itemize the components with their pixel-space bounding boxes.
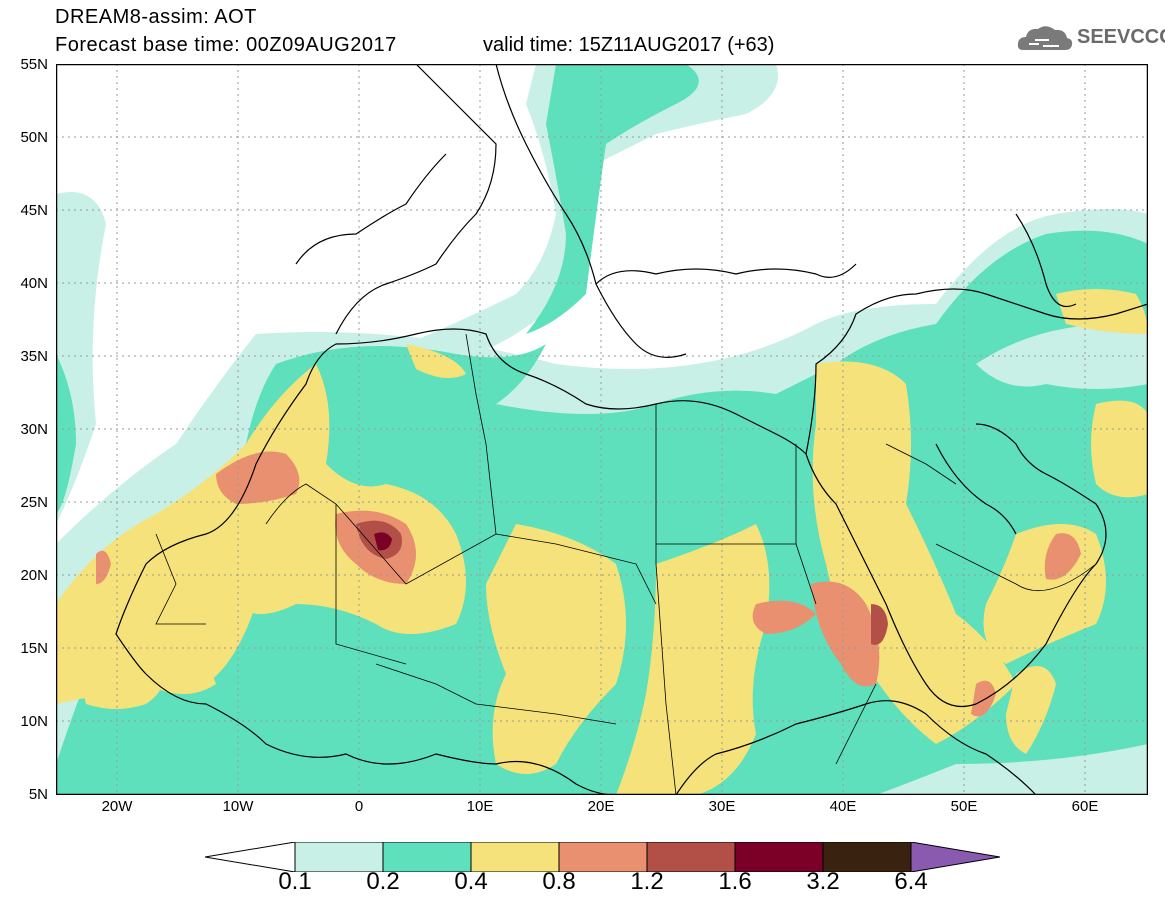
colorbar-segment-above: [910, 842, 1000, 872]
lat-label: 10N: [20, 713, 48, 730]
colorbar-segment-6: [734, 842, 824, 872]
cloud-icon: [1017, 26, 1073, 50]
lon-label: 60E: [1071, 798, 1099, 815]
colorbar-label: 3.2: [806, 868, 840, 895]
aot-map: [56, 64, 1148, 795]
colorbar-label: 1.6: [718, 868, 752, 895]
lat-label: 20N: [20, 567, 48, 584]
lon-label: 50E: [950, 798, 978, 815]
lon-label: 20W: [101, 798, 133, 815]
lat-label: 15N: [20, 640, 48, 657]
logo-text: SEEVCCC: [1077, 26, 1165, 48]
colorbar-segment-3: [470, 842, 560, 872]
lon-label: 10E: [466, 798, 494, 815]
lat-label: 5N: [28, 786, 48, 803]
lon-label: 0: [354, 798, 364, 815]
colorbar-segment-7: [822, 842, 912, 872]
colorbar: [205, 842, 1000, 872]
lat-label: 30N: [20, 421, 48, 438]
lat-label: 50N: [20, 129, 48, 146]
lon-label: 20E: [587, 798, 615, 815]
lon-label: 30E: [708, 798, 736, 815]
lon-label: 10W: [222, 798, 254, 815]
valid-time: valid time: 15Z11AUG2017 (+63): [483, 34, 775, 56]
colorbar-label: 6.4: [894, 868, 928, 895]
lat-label: 25N: [20, 494, 48, 511]
colorbar-segment-1: [294, 842, 384, 872]
map-border: [56, 64, 1148, 795]
lon-label: 40E: [829, 798, 857, 815]
graticule: [56, 64, 1148, 795]
colorbar-label: 0.2: [366, 868, 400, 895]
colorbar-segment-2: [382, 842, 472, 872]
colorbar-label: 0.1: [278, 868, 312, 895]
map-title: DREAM8-assim: AOT: [55, 6, 257, 28]
colorbar-label: 0.4: [454, 868, 488, 895]
colorbar-label: 0.8: [542, 868, 576, 895]
lat-label: 45N: [20, 202, 48, 219]
lat-label: 55N: [20, 56, 48, 73]
country-borders: [155, 333, 1097, 795]
forecast-base-time: Forecast base time: 00Z09AUG2017: [55, 34, 397, 56]
lat-label: 40N: [20, 275, 48, 292]
lat-label: 35N: [20, 348, 48, 365]
aot-contour-1.6: [374, 532, 392, 551]
colorbar-label: 1.2: [630, 868, 664, 895]
seevccc-logo: SEEVCCC: [1015, 22, 1165, 56]
